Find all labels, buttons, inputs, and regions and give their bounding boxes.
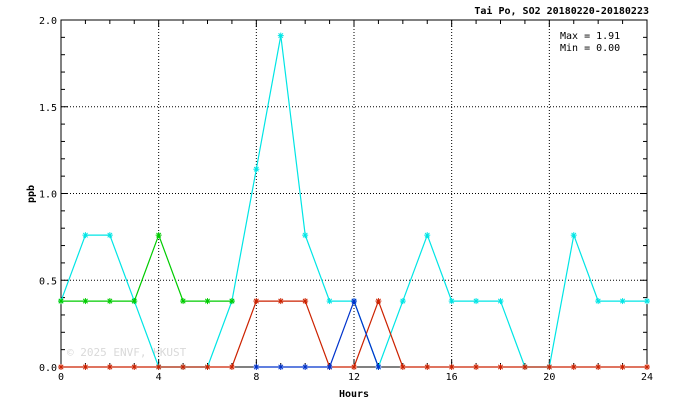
data-point (473, 364, 480, 370)
data-point (399, 364, 406, 370)
y-tick-label: 0.5 (39, 276, 57, 287)
data-point (595, 364, 602, 370)
data-point (375, 298, 382, 305)
grid-lines (61, 20, 647, 367)
data-point (497, 364, 504, 370)
data-point (302, 232, 309, 239)
x-tick-label: 12 (348, 372, 360, 383)
data-point (595, 298, 602, 305)
data-point (302, 364, 309, 370)
data-point (82, 232, 89, 239)
y-tick-label: 1.5 (39, 103, 57, 114)
y-tick-labels: 0.0 0.5 1.0 1.5 2.0 (39, 16, 57, 374)
y-axis-label: ppb (26, 185, 37, 203)
x-tick-label: 0 (58, 372, 64, 383)
series-line (256, 299, 379, 368)
data-point (326, 298, 333, 305)
data-point (326, 364, 333, 370)
data-point (619, 364, 626, 370)
max-annotation: Max = 1.91 (560, 31, 620, 42)
data-point (546, 364, 553, 370)
series-group (58, 32, 650, 370)
data-point (277, 32, 284, 39)
data-point (253, 364, 260, 370)
data-point (521, 364, 528, 370)
data-point (155, 364, 162, 370)
x-tick-labels: 0 4 8 12 16 20 24 (58, 372, 653, 383)
data-point (180, 364, 187, 370)
data-point (497, 298, 504, 305)
data-point (58, 298, 64, 305)
watermark: © 2025 ENVF, HKUST (67, 346, 187, 359)
data-point (155, 232, 162, 239)
data-point (253, 298, 260, 305)
data-point (424, 364, 431, 370)
x-tick-label: 8 (253, 372, 259, 383)
y-tick-label: 1.0 (39, 190, 57, 201)
data-point (302, 298, 309, 305)
data-point (82, 364, 89, 370)
data-point (180, 298, 187, 305)
data-point (204, 364, 211, 370)
data-point (448, 298, 455, 305)
data-point (351, 298, 357, 305)
x-tick-label: 4 (156, 372, 162, 383)
data-point (399, 298, 406, 305)
data-point (424, 232, 431, 239)
x-tick-label: 24 (641, 372, 653, 383)
data-point (351, 364, 357, 370)
min-annotation: Min = 0.00 (560, 43, 620, 54)
data-point (570, 232, 577, 239)
y-tick-label: 0.0 (39, 363, 57, 374)
data-point (228, 298, 235, 305)
data-point (570, 364, 577, 370)
data-point (58, 364, 64, 370)
series-line (61, 233, 232, 302)
data-point (448, 364, 455, 370)
data-point (228, 364, 235, 370)
data-point (277, 364, 284, 370)
x-tick-label: 20 (543, 372, 555, 383)
data-point (253, 166, 260, 173)
data-point (473, 298, 480, 305)
data-point (82, 298, 89, 305)
y-tick-label: 2.0 (39, 16, 57, 27)
data-point (131, 298, 138, 305)
chart-title: Tai Po, SO2 20180220-20180223 (474, 5, 649, 17)
x-tick-label: 16 (446, 372, 458, 383)
data-point (644, 364, 650, 370)
data-point (375, 364, 382, 370)
x-axis-label: Hours (339, 389, 369, 400)
data-point (106, 364, 113, 370)
data-point (131, 364, 138, 370)
data-point (619, 298, 626, 305)
data-point (106, 232, 113, 239)
data-point (644, 298, 650, 305)
data-point (106, 298, 113, 305)
data-point (204, 298, 211, 305)
data-point (277, 298, 284, 305)
